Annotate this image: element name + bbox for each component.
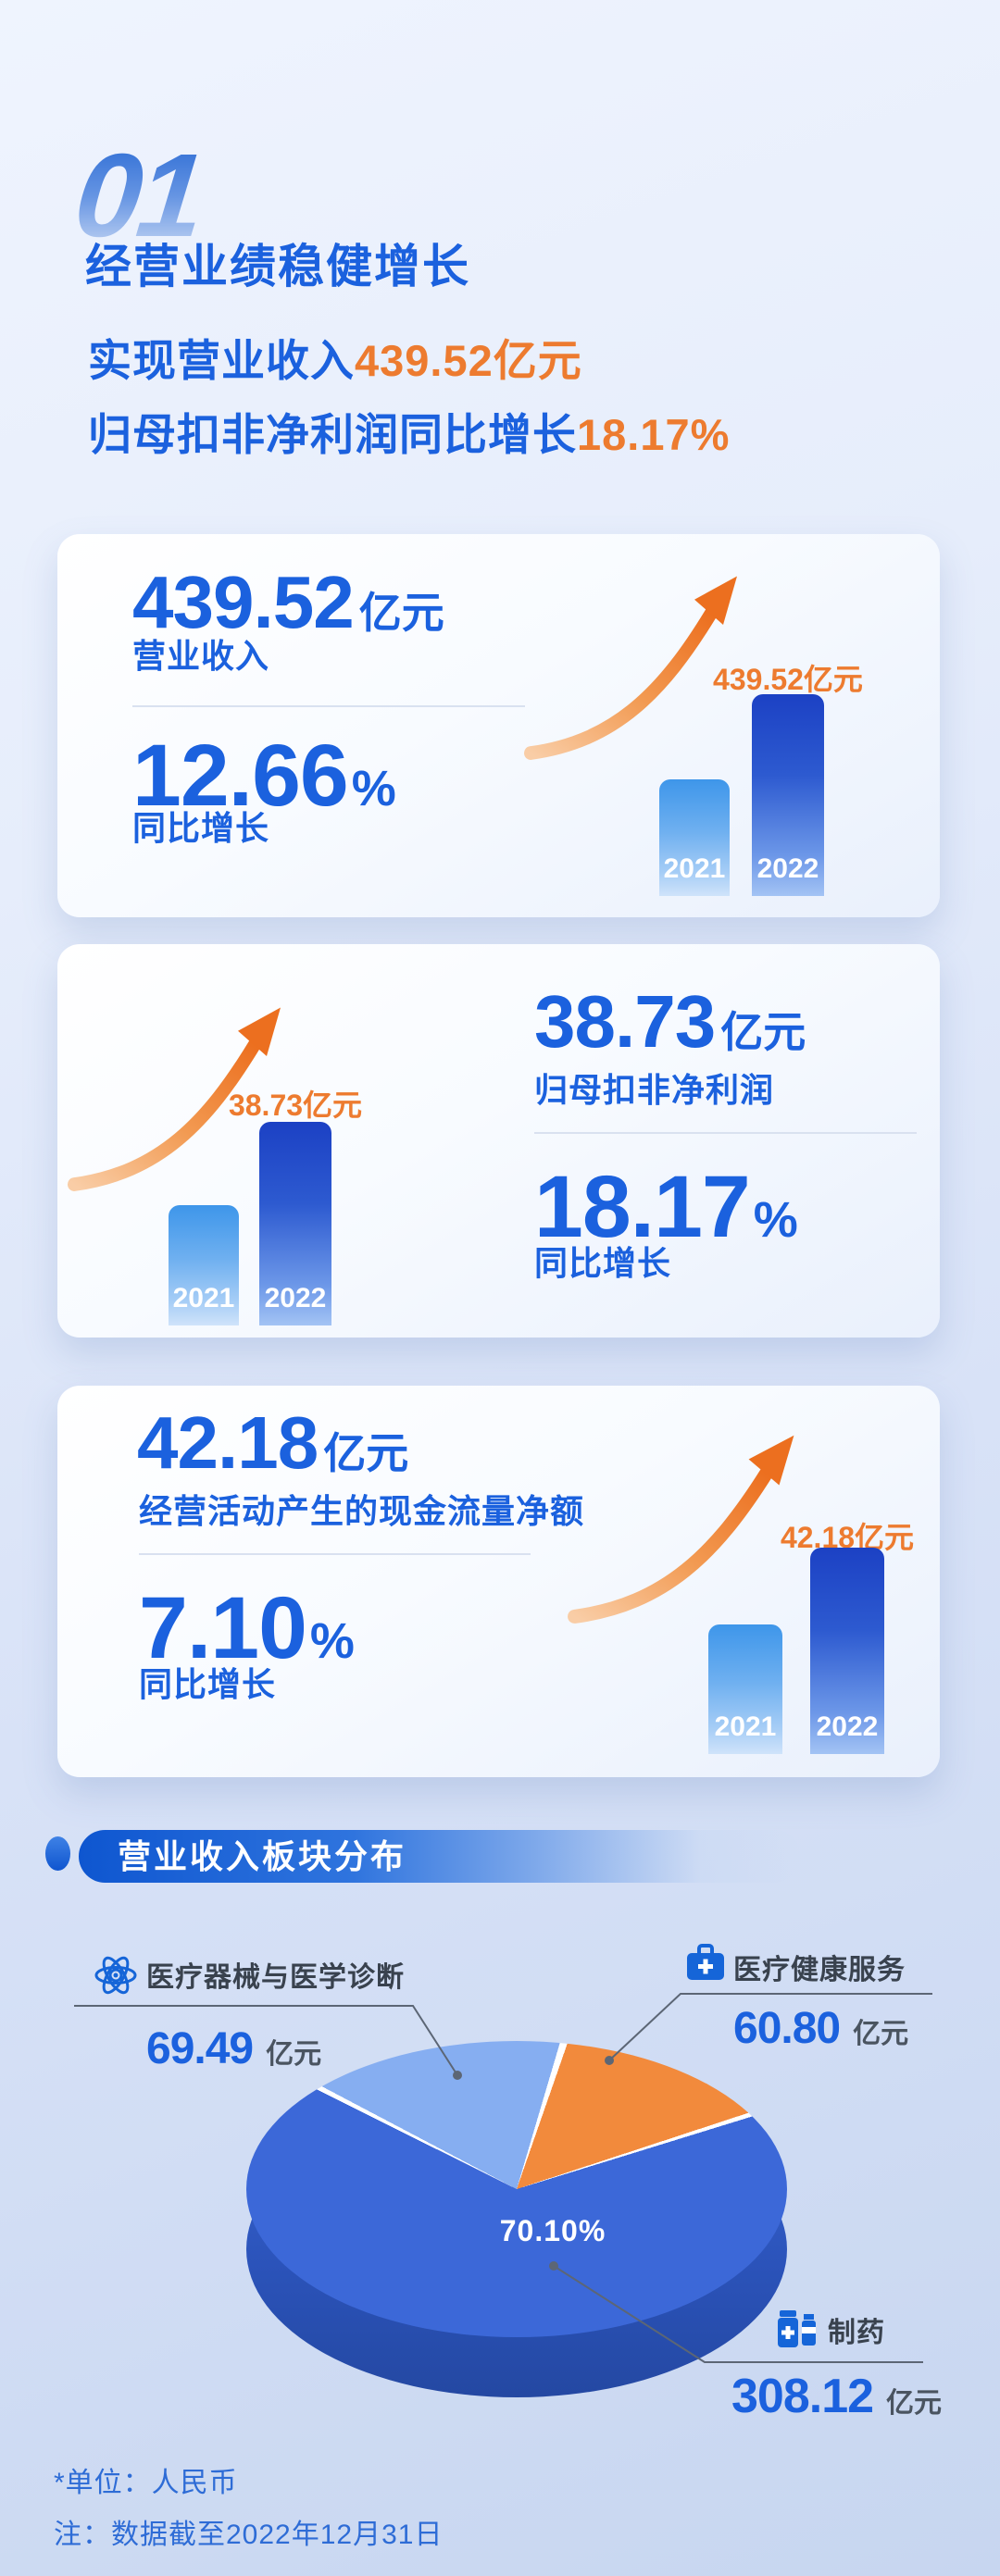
- pie-pharma-percent: 70.10%: [499, 2214, 606, 2247]
- growth-arrow-icon: [524, 576, 737, 760]
- bar-year-label: 2022: [264, 1283, 327, 1313]
- bullet-dot-icon: [45, 1836, 70, 1871]
- revenue-label: 营业收入: [132, 637, 270, 675]
- segment-pharma-label: 制药: [828, 2318, 885, 2348]
- bar-year-label: 2022: [816, 1711, 879, 1742]
- unit-footnote: *单位：人民币: [54, 2468, 238, 2498]
- bar-2022: 2022: [752, 694, 824, 896]
- net-profit-growth-unit: %: [753, 1192, 798, 1248]
- profit-headline: 归母扣非净利润同比增长18.17%: [88, 413, 730, 456]
- segment-health-unit: 亿元: [853, 2019, 909, 2049]
- net-profit-amount-value: 38.73: [534, 980, 716, 1063]
- revenue-growth: 12.66%: [132, 732, 396, 820]
- segment-devices-label: 医疗器械与医学诊断: [146, 1962, 405, 1993]
- revenue-amount: 439.52 亿元: [132, 566, 444, 640]
- bar-year-label: 2021: [172, 1283, 235, 1313]
- divider: [139, 1553, 531, 1555]
- divider: [132, 705, 525, 707]
- segment-devices-value: 69.49 亿元: [146, 2027, 321, 2072]
- net-profit-growth-label: 同比增长: [534, 1244, 672, 1282]
- segment-health-amount: 60.80: [733, 2004, 841, 2053]
- cash-flow-amount: 42.18 亿元: [137, 1406, 408, 1480]
- segment-devices-amount: 69.49: [146, 2024, 254, 2073]
- net-profit-growth-value: 18.17: [534, 1158, 751, 1256]
- net-profit-amount: 38.73 亿元: [534, 985, 806, 1059]
- profit-headline-text: 归母扣非净利润同比增长: [88, 410, 577, 459]
- divider: [534, 1132, 917, 1134]
- revenue-headline-text: 实现营业收入: [88, 336, 355, 385]
- profit-headline-value: 18.17%: [577, 410, 731, 459]
- cash-flow-growth: 7.10%: [139, 1585, 355, 1673]
- atom-icon: [94, 1956, 137, 1995]
- bar-2021: 2021: [659, 779, 730, 896]
- pie-section-title: 营业收入板块分布: [118, 1837, 407, 1875]
- data-date-footnote: 注：数据截至2022年12月31日: [54, 2520, 444, 2550]
- card-cash-flow: 42.18 亿元 经营活动产生的现金流量净额 7.10% 同比增长 42.18亿元…: [57, 1386, 940, 1777]
- section-number: 01: [69, 130, 207, 262]
- first-aid-kit-icon: [687, 1944, 724, 1980]
- revenue-headline: 实现营业收入439.52亿元: [88, 339, 582, 382]
- card-revenue: 439.52 亿元 营业收入 12.66% 同比增长 439.52亿元 2021 …: [57, 534, 940, 917]
- page-title: 经营业绩稳健增长: [85, 241, 470, 292]
- bar-value-label: 439.52亿元: [713, 663, 863, 696]
- revenue-amount-unit: 亿元: [358, 589, 444, 637]
- pie-chart: [246, 2041, 787, 2338]
- segment-health-value: 60.80 亿元: [733, 2007, 908, 2051]
- net-profit-label: 归母扣非净利润: [534, 1071, 775, 1109]
- revenue-growth-unit: %: [351, 761, 396, 816]
- bar-value-label: 42.18亿元: [780, 1521, 915, 1554]
- net-profit-growth: 18.17%: [534, 1164, 798, 1251]
- cash-flow-growth-label: 同比增长: [139, 1665, 277, 1703]
- card-net-profit: 38.73亿元 2021 2022 38.73 亿元 归母扣非净利润 18.17%…: [57, 944, 940, 1338]
- cash-flow-amount-unit: 亿元: [323, 1429, 409, 1477]
- pie-section-header: 营业收入板块分布: [79, 1830, 801, 1883]
- medicine-bottles-icon: [778, 2310, 816, 2347]
- bar-2022: 2022: [810, 1548, 884, 1754]
- revenue-growth-value: 12.66: [132, 727, 349, 825]
- bar-year-label: 2021: [663, 853, 726, 884]
- bar-year-label: 2022: [756, 853, 819, 884]
- segment-pharma-unit: 亿元: [886, 2388, 943, 2419]
- bar-year-label: 2021: [714, 1711, 777, 1742]
- bar-2022: 2022: [259, 1122, 331, 1325]
- cash-flow-growth-value: 7.10: [139, 1579, 307, 1677]
- growth-arrow-icon: [568, 1435, 794, 1624]
- bar-value-label: 38.73亿元: [228, 1089, 363, 1122]
- cash-flow-growth-unit: %: [309, 1613, 355, 1669]
- segment-devices-unit: 亿元: [266, 2039, 322, 2070]
- cash-flow-amount-value: 42.18: [137, 1401, 319, 1484]
- bar-2021: 2021: [708, 1624, 782, 1754]
- revenue-amount-value: 439.52: [132, 561, 355, 643]
- growth-arrow-icon: [68, 1007, 281, 1191]
- revenue-growth-label: 同比增长: [132, 809, 270, 847]
- net-profit-amount-unit: 亿元: [720, 1008, 806, 1056]
- segment-pharma-amount: 308.12: [731, 2370, 874, 2423]
- bar-2021: 2021: [169, 1205, 239, 1325]
- segment-pharma-value: 308.12 亿元: [731, 2372, 942, 2420]
- revenue-headline-value: 439.52亿元: [355, 336, 582, 385]
- cash-flow-label: 经营活动产生的现金流量净额: [139, 1492, 585, 1530]
- segment-health-label: 医疗健康服务: [733, 1955, 906, 1985]
